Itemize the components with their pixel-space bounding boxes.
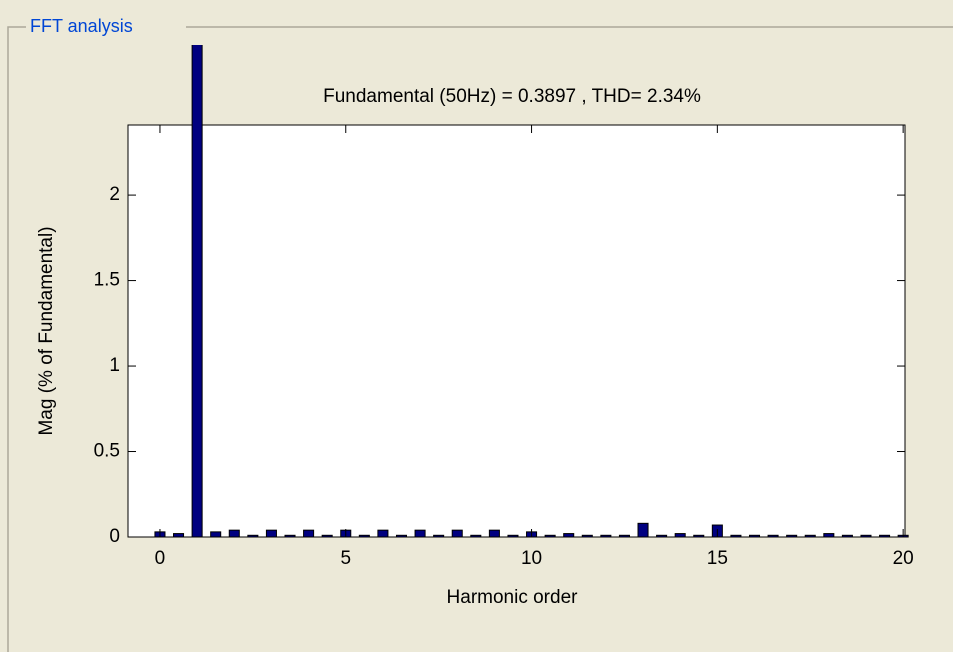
bar — [247, 534, 259, 538]
chart-title: Fundamental (50Hz) = 0.3897 , THD= 2.34% — [323, 86, 701, 107]
bar — [210, 531, 222, 538]
bar — [637, 522, 649, 538]
bar — [879, 534, 891, 538]
panel-title: FFT analysis — [30, 16, 133, 36]
y-tick-label: 1 — [109, 355, 120, 376]
bar — [321, 534, 333, 538]
bar — [748, 534, 761, 538]
x-tick-label: 10 — [521, 548, 542, 569]
bar — [395, 534, 408, 538]
bar — [507, 534, 519, 538]
x-tick-label: 0 — [155, 548, 166, 569]
bar — [544, 534, 556, 538]
bar — [563, 533, 575, 538]
bar — [173, 533, 185, 538]
bar — [284, 534, 296, 538]
x-axis-label: Harmonic order — [447, 587, 579, 608]
bar — [377, 529, 389, 538]
bar — [470, 534, 482, 538]
bar — [488, 529, 500, 538]
bars — [154, 45, 909, 538]
plot-area — [127, 124, 906, 538]
bar — [674, 533, 686, 538]
bar — [804, 534, 816, 538]
bar — [451, 529, 463, 538]
bar — [656, 534, 668, 538]
bar — [581, 534, 593, 538]
group-box — [7, 26, 953, 652]
bar — [228, 529, 240, 538]
bar — [841, 534, 853, 538]
bar — [191, 45, 203, 538]
bar — [358, 534, 370, 538]
bar — [693, 534, 705, 538]
bar — [303, 529, 315, 538]
x-tick-label: 15 — [707, 548, 728, 569]
bar — [600, 534, 612, 538]
bar — [414, 529, 426, 538]
y-tick-label: 0 — [109, 526, 120, 547]
bar — [860, 534, 872, 538]
bar — [433, 534, 445, 538]
bar — [265, 529, 277, 538]
x-tick-label: 20 — [893, 548, 914, 569]
y-axis-label: Mag (% of Fundamental) — [36, 226, 57, 435]
bar — [767, 534, 779, 538]
bar — [618, 534, 630, 538]
bar — [786, 534, 798, 538]
bar — [730, 534, 742, 538]
y-tick-label: 0.5 — [94, 441, 120, 462]
x-tick-label: 5 — [340, 548, 351, 569]
y-tick-label: 1.5 — [94, 270, 120, 291]
bar — [823, 533, 835, 538]
y-tick-label: 2 — [109, 184, 120, 205]
